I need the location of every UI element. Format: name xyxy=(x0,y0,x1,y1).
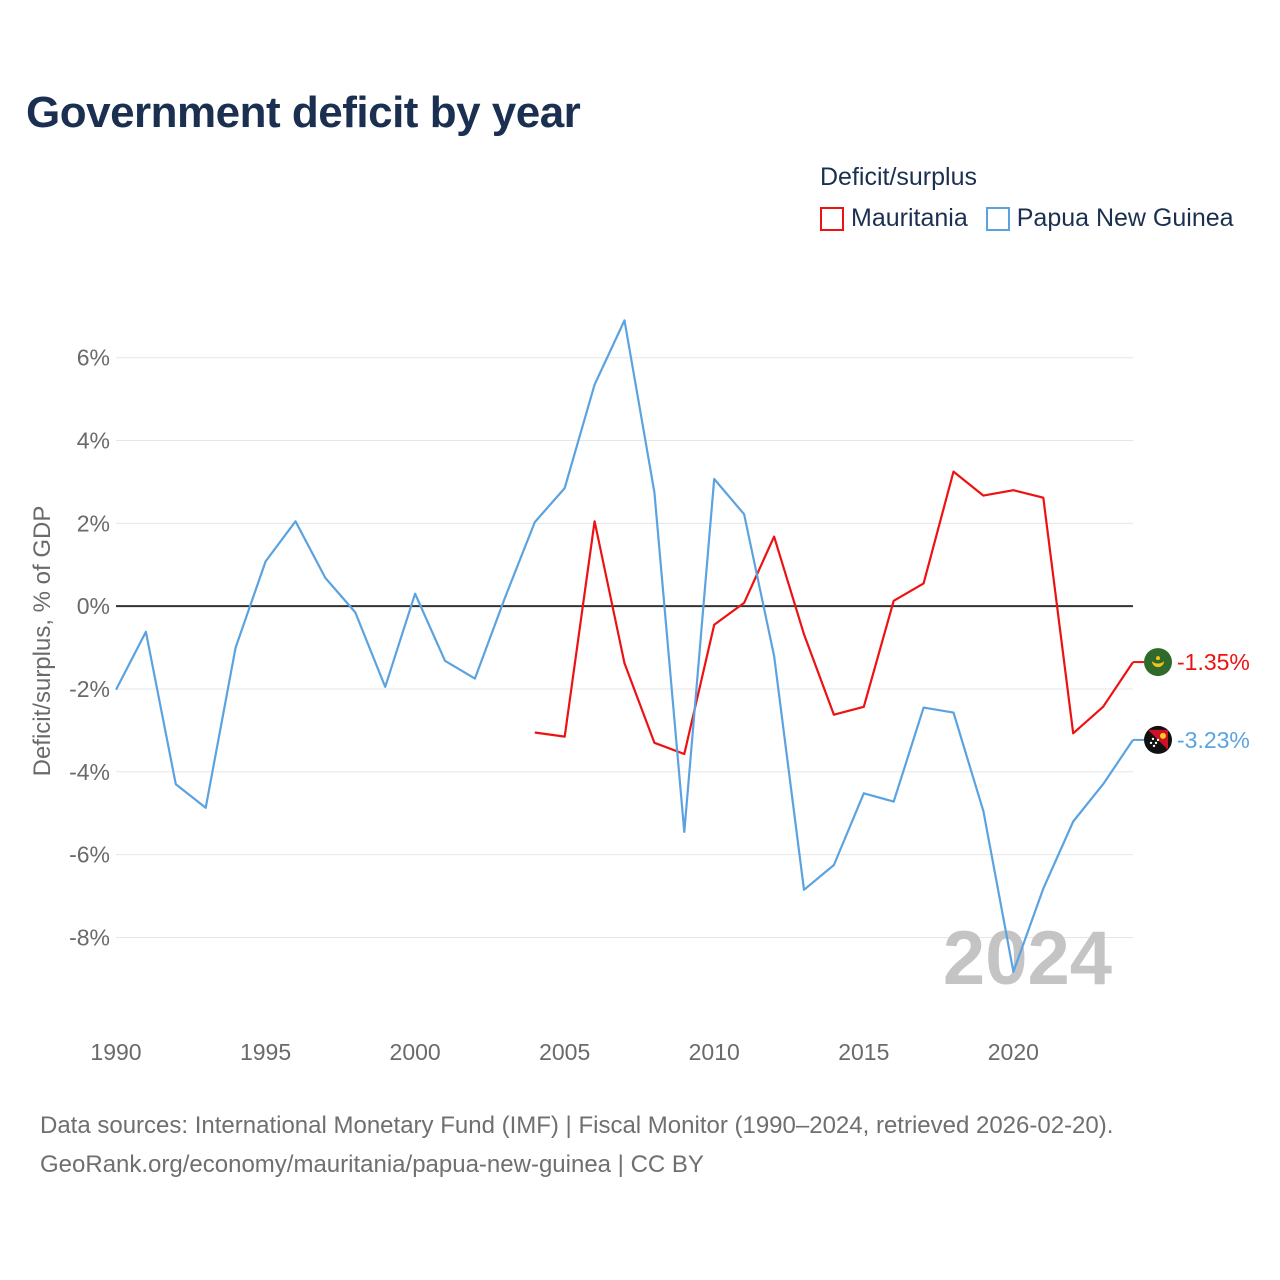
series-line-mauritania xyxy=(534,470,1134,756)
legend-swatch-mauritania xyxy=(820,206,844,231)
chart-title: Government deficit by year xyxy=(26,88,581,137)
y-tick-label: -4% xyxy=(69,759,110,785)
y-tick-label: 0% xyxy=(77,593,110,619)
legend-label-papua-new-guinea: Papua New Guinea xyxy=(1016,204,1234,232)
legend-title: Deficit/surplus xyxy=(820,163,977,191)
end-value-label: -1.35% xyxy=(1177,649,1250,675)
grid-lines xyxy=(116,357,1133,938)
y-tick-label: -6% xyxy=(69,842,110,868)
x-tick-label: 2015 xyxy=(838,1039,889,1065)
series-group xyxy=(115,319,1134,973)
footer: Data sources: International Monetary Fun… xyxy=(40,1106,1113,1184)
legend-item-mauritania[interactable]: Mauritania xyxy=(820,204,968,233)
y-tick-label: -8% xyxy=(69,924,110,950)
series-line-papua-new-guinea xyxy=(115,319,1134,973)
x-tick-label: 1995 xyxy=(240,1039,291,1065)
legend-label-mauritania: Mauritania xyxy=(851,204,968,232)
x-tick-label: 2005 xyxy=(539,1039,590,1065)
y-tick-label: 6% xyxy=(77,345,110,371)
end-markers: -1.35% -3.23% xyxy=(1133,648,1250,754)
y-tick-label: -2% xyxy=(69,676,110,702)
x-tick-labels: 1990 1995 2000 2005 2010 2015 2020 xyxy=(90,1039,1039,1065)
legend-item-papua-new-guinea[interactable]: Papua New Guinea xyxy=(985,204,1234,233)
y-tick-label: 4% xyxy=(77,428,110,454)
year-watermark: 2024 xyxy=(943,916,1112,1001)
y-axis-label: Deficit/surplus, % of GDP xyxy=(29,506,56,777)
y-tick-label: 2% xyxy=(77,510,110,536)
line-chart: 6% 4% 2% 0% -2% -4% -6% -8% 1990 1995 2000 2005 201… xyxy=(29,319,1250,1065)
papua-new-guinea-flag-icon xyxy=(1144,725,1172,754)
y-tick-labels: 6% 4% 2% 0% -2% -4% -6% -8% xyxy=(69,345,110,951)
footer-link: GeoRank.org/economy/mauritania/papua-new… xyxy=(40,1151,704,1178)
end-value-label: -3.23% xyxy=(1177,727,1250,753)
mauritania-flag-icon xyxy=(1144,648,1172,677)
x-tick-label: 1990 xyxy=(90,1039,141,1065)
x-tick-label: 2010 xyxy=(689,1039,740,1065)
footer-source: Data sources: International Monetary Fun… xyxy=(40,1112,1114,1139)
legend: Mauritania Papua New Guinea xyxy=(820,204,1252,233)
x-tick-label: 2000 xyxy=(390,1039,441,1065)
legend-swatch-papua-new-guinea xyxy=(985,206,1010,231)
x-tick-label: 2020 xyxy=(988,1039,1039,1065)
